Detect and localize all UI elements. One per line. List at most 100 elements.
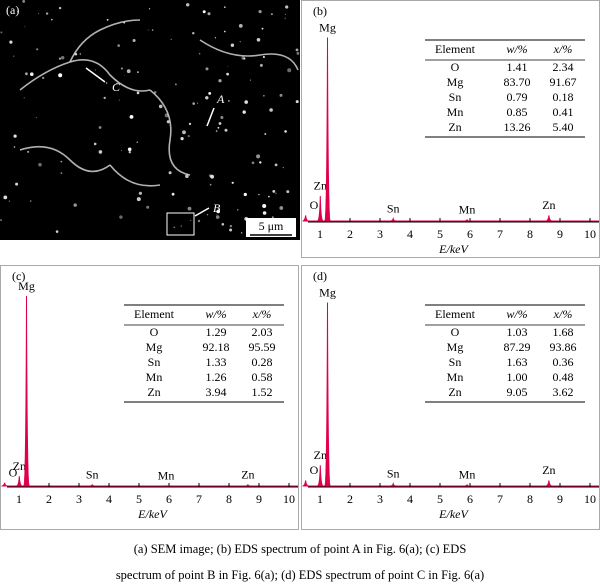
particle bbox=[148, 8, 151, 10]
caption: (a) SEM image; (b) EDS spectrum of point… bbox=[134, 542, 467, 556]
particle bbox=[275, 192, 277, 194]
table-cell: 0.36 bbox=[553, 355, 574, 369]
particle bbox=[214, 37, 217, 39]
particle bbox=[249, 79, 252, 81]
table-cell: 1.52 bbox=[252, 385, 273, 399]
particle bbox=[242, 110, 246, 114]
particle bbox=[285, 5, 289, 9]
table-cell: 5.40 bbox=[553, 120, 574, 134]
particle bbox=[136, 91, 140, 95]
panel-label: (c) bbox=[12, 269, 25, 283]
particle bbox=[22, 0, 26, 3]
peak-label: Zn bbox=[241, 468, 254, 482]
particle bbox=[269, 108, 273, 112]
marker-label: B bbox=[213, 201, 221, 215]
particle bbox=[227, 66, 229, 67]
grain-boundary bbox=[109, 164, 161, 187]
peak-label: Mn bbox=[459, 203, 476, 217]
table-header: x/% bbox=[553, 307, 573, 321]
particle bbox=[209, 183, 212, 186]
particle bbox=[259, 63, 263, 67]
particle bbox=[38, 162, 42, 167]
table-cell: Mn bbox=[146, 370, 163, 384]
particle bbox=[95, 69, 97, 71]
sem-image bbox=[0, 0, 300, 240]
x-tick-label: 4 bbox=[407, 492, 413, 506]
table-cell: 2.03 bbox=[252, 325, 273, 339]
particle bbox=[216, 214, 218, 216]
particle bbox=[0, 219, 2, 222]
x-tick-label: 7 bbox=[196, 492, 202, 506]
peak-label: Zn bbox=[13, 459, 26, 473]
particle bbox=[103, 96, 106, 100]
particle bbox=[198, 52, 201, 55]
particle bbox=[129, 115, 134, 119]
table-cell: 92.18 bbox=[203, 340, 230, 354]
x-tick-label: 6 bbox=[467, 492, 473, 506]
peak bbox=[390, 216, 397, 222]
particle bbox=[197, 219, 201, 223]
panel-label: (b) bbox=[313, 4, 327, 18]
particle bbox=[118, 99, 120, 101]
particle bbox=[9, 40, 13, 44]
particle bbox=[119, 215, 123, 219]
peak bbox=[302, 480, 309, 487]
table-cell: 0.41 bbox=[553, 105, 574, 119]
x-axis-title: E/keV bbox=[438, 242, 469, 256]
particle bbox=[182, 130, 186, 135]
particle bbox=[186, 3, 190, 7]
peak bbox=[317, 195, 324, 222]
particle bbox=[264, 133, 267, 135]
particle bbox=[268, 195, 270, 198]
table-cell: Zn bbox=[448, 120, 461, 134]
particle bbox=[271, 216, 274, 219]
x-tick-label: 5 bbox=[437, 227, 443, 241]
x-tick-label: 2 bbox=[46, 492, 52, 506]
particle bbox=[241, 232, 243, 234]
particle bbox=[228, 100, 230, 102]
x-tick-label: 9 bbox=[557, 492, 563, 506]
particle bbox=[42, 76, 45, 80]
particle bbox=[231, 181, 234, 184]
particle bbox=[61, 56, 65, 60]
table-cell: 1.00 bbox=[507, 370, 528, 384]
table-cell: Mn bbox=[447, 105, 464, 119]
particle bbox=[259, 161, 262, 164]
particle bbox=[36, 48, 39, 51]
particle bbox=[270, 13, 273, 16]
peak bbox=[463, 218, 471, 222]
particle bbox=[187, 135, 190, 138]
x-tick-label: 9 bbox=[557, 227, 563, 241]
table-cell: O bbox=[451, 325, 460, 339]
table-cell: Zn bbox=[147, 385, 160, 399]
particle bbox=[25, 72, 28, 76]
x-tick-label: 7 bbox=[497, 492, 503, 506]
grain-boundary bbox=[69, 19, 141, 63]
x-tick-label: 9 bbox=[256, 492, 262, 506]
particle bbox=[27, 150, 30, 153]
table-cell: 1.68 bbox=[553, 325, 574, 339]
marker-label: C bbox=[112, 80, 121, 94]
particle bbox=[132, 39, 136, 42]
particle bbox=[120, 67, 123, 70]
particle bbox=[282, 166, 284, 169]
x-tick-label: 3 bbox=[377, 227, 383, 241]
particle bbox=[136, 197, 141, 202]
scale-bar-box bbox=[246, 218, 296, 237]
peak bbox=[244, 483, 251, 487]
panel-label: (d) bbox=[313, 269, 327, 283]
particle bbox=[58, 57, 62, 60]
particle bbox=[244, 100, 248, 104]
peak bbox=[317, 465, 324, 487]
particle bbox=[188, 122, 192, 126]
peak-label: Zn bbox=[542, 463, 555, 477]
particle bbox=[13, 55, 15, 57]
particle bbox=[35, 117, 37, 118]
table-cell: Mg bbox=[447, 340, 464, 354]
particle bbox=[117, 44, 120, 47]
particle bbox=[30, 72, 34, 76]
panel-frame bbox=[0, 265, 299, 530]
particle bbox=[51, 18, 53, 21]
particle bbox=[210, 174, 215, 179]
